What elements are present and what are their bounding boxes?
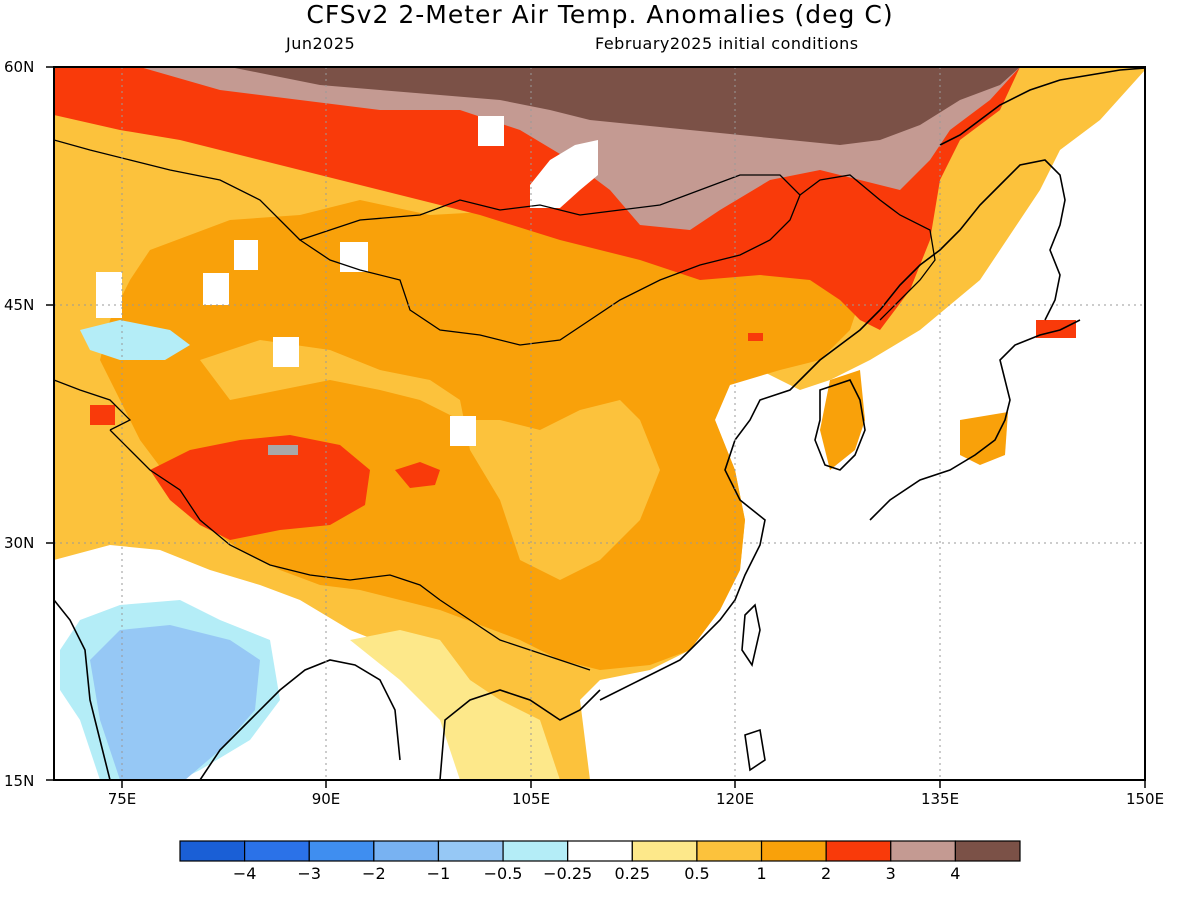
border-west	[54, 379, 132, 431]
field-0p5-1-inner	[200, 340, 660, 580]
colorbar-swatch	[760, 840, 827, 862]
colorbar-swatch	[631, 840, 698, 862]
colorbar-label: −4	[232, 864, 257, 883]
coast-east-asia	[599, 159, 1066, 701]
colorbar-label: 4	[950, 864, 961, 883]
colorbar	[179, 840, 1021, 862]
field-0p25-0p5-indochina	[350, 630, 560, 780]
field-neg-1-0p5-india	[90, 625, 260, 780]
initial-conditions: February2025 initial conditions	[595, 34, 859, 53]
lon-label-120e: 120E	[715, 790, 755, 808]
colorbar-label: −0.25	[543, 864, 593, 883]
map-frame	[53, 66, 1146, 781]
lon-label-135e: 135E	[920, 790, 960, 808]
colorbar-swatch	[954, 840, 1021, 862]
colorbar-label: 1	[756, 864, 767, 883]
lon-label-75e: 75E	[107, 790, 137, 808]
map-title: CFSv2 2-Meter Air Temp. Anomalies (deg C…	[306, 0, 894, 29]
border-central-asia	[54, 139, 301, 241]
colorbar-swatch	[502, 840, 569, 862]
field-gt-4	[230, 67, 1020, 145]
lake-box	[450, 416, 476, 446]
field-2-3-tibet	[150, 435, 370, 540]
field-neg-kazakh	[80, 320, 190, 360]
border-russia-china	[799, 174, 936, 321]
coast-japan	[869, 319, 1081, 521]
field-hot-spot-manchuria	[748, 333, 763, 341]
colorbar-swatch	[567, 840, 633, 862]
field-1-2-korea	[820, 370, 865, 470]
colorbar-label: −1	[426, 864, 451, 883]
colorbar-swatch	[825, 840, 892, 862]
lake-box	[273, 337, 299, 367]
border-himalaya	[109, 429, 441, 601]
colorbar-label: −2	[362, 864, 386, 883]
axis-ticks	[46, 66, 1146, 788]
colorbar-swatch	[890, 840, 956, 862]
lake-box	[203, 273, 229, 305]
lake-box	[340, 242, 368, 272]
lake-box	[96, 272, 122, 318]
coast-taiwan	[741, 603, 761, 667]
field-2-3-spot	[395, 462, 440, 488]
lon-label-90e: 90E	[311, 790, 341, 808]
borders	[54, 139, 936, 671]
lat-label-30n: 30N	[4, 534, 35, 552]
border-southeast	[439, 599, 591, 671]
coast-korea	[814, 379, 866, 471]
anomaly-fields	[54, 67, 1145, 780]
colorbar-label: 0.25	[614, 864, 651, 883]
coast-bay-of-bengal	[199, 659, 401, 780]
lake-box	[478, 116, 504, 146]
coast-india	[54, 599, 111, 780]
lon-label-105e: 105E	[511, 790, 551, 808]
coast-philippines	[744, 728, 766, 772]
lat-label-15n: 15N	[4, 772, 35, 790]
coastlines	[54, 67, 1145, 780]
colorbar-label: 0.5	[684, 864, 710, 883]
field-missing-grey	[268, 445, 298, 455]
colorbar-label: −0.5	[483, 864, 523, 883]
lat-label-60n: 60N	[4, 58, 35, 76]
lon-label-150e: 150E	[1125, 790, 1165, 808]
lake-box	[234, 240, 258, 270]
coast-indochina	[439, 689, 601, 780]
colorbar-label: −3	[297, 864, 322, 883]
coast-siberia	[939, 67, 1145, 146]
forecast-month: Jun2025	[286, 34, 356, 53]
grid-lines	[54, 67, 1145, 780]
field-1-2-japan	[960, 412, 1008, 465]
colorbar-swatch	[308, 840, 375, 862]
colorbar-label: 3	[885, 864, 896, 883]
colorbar-label: 2	[821, 864, 832, 883]
colorbar-swatch	[437, 840, 504, 862]
colorbar-swatch	[244, 840, 310, 862]
lake-baikal-box	[530, 140, 598, 208]
colorbar-swatch	[373, 840, 440, 862]
colorbar-swatch	[179, 840, 246, 862]
border-mongolia	[298, 174, 801, 346]
field-hot-spot-west	[90, 405, 115, 425]
colorbar-swatch	[696, 840, 763, 862]
lat-label-45n: 45N	[4, 296, 35, 314]
